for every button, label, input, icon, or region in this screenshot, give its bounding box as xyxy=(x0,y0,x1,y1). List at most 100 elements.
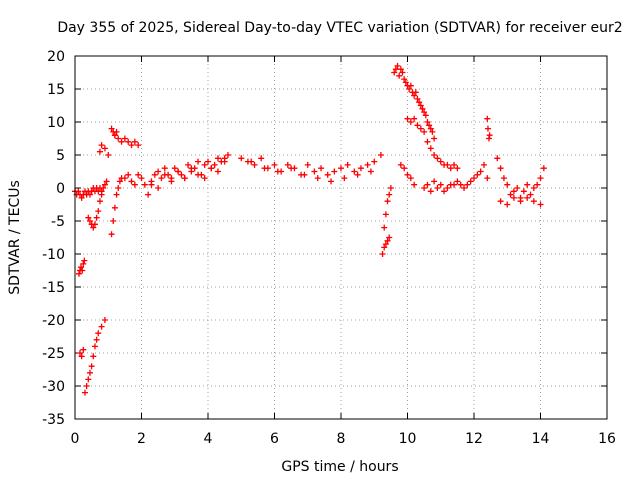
data-point xyxy=(95,330,102,337)
data-point xyxy=(371,158,378,165)
data-point xyxy=(131,138,138,145)
y-tick-label: -10 xyxy=(42,247,65,263)
data-point xyxy=(407,175,414,182)
data-point xyxy=(406,86,413,92)
data-point xyxy=(115,135,122,142)
data-point xyxy=(527,191,534,198)
data-point xyxy=(416,99,423,106)
data-point xyxy=(98,323,105,330)
data-point xyxy=(88,363,95,370)
data-point xyxy=(411,92,418,99)
data-point xyxy=(537,175,544,182)
data-point xyxy=(384,198,391,205)
data-point xyxy=(424,138,431,145)
data-point xyxy=(81,389,88,396)
data-point xyxy=(86,369,93,376)
data-point xyxy=(461,185,468,191)
y-tick-label: 15 xyxy=(47,82,65,98)
data-point xyxy=(431,152,438,158)
data-point xyxy=(128,142,135,149)
data-point xyxy=(454,165,461,172)
data-point xyxy=(125,138,132,145)
data-point xyxy=(402,79,409,86)
data-point xyxy=(318,165,325,172)
y-tick-label: -20 xyxy=(42,313,65,329)
data-point xyxy=(91,221,98,228)
y-axis-label: SDTVAR / TECUs xyxy=(7,180,23,295)
data-point xyxy=(98,191,105,198)
data-point xyxy=(91,343,98,350)
data-point xyxy=(101,181,108,188)
data-point xyxy=(175,168,182,175)
x-tick-label: 12 xyxy=(465,431,483,447)
data-point xyxy=(195,171,202,178)
data-point xyxy=(484,175,491,182)
data-point xyxy=(113,128,120,135)
data-point xyxy=(128,178,135,185)
data-point xyxy=(467,178,474,185)
data-point xyxy=(125,171,132,178)
data-point xyxy=(422,112,429,119)
x-tick-label: 14 xyxy=(532,431,550,447)
data-point xyxy=(155,168,162,175)
data-point xyxy=(381,224,388,231)
data-point xyxy=(311,168,318,175)
data-point xyxy=(397,66,404,73)
y-tick-label: -15 xyxy=(42,280,65,296)
data-point xyxy=(414,122,421,129)
x-tick-label: 2 xyxy=(137,431,146,447)
data-point xyxy=(464,181,471,188)
data-point xyxy=(274,168,281,175)
grid-lines xyxy=(75,56,607,419)
data-point xyxy=(417,125,424,132)
data-point xyxy=(441,188,448,195)
data-point xyxy=(141,181,148,188)
data-point xyxy=(419,105,426,112)
data-point xyxy=(188,165,195,172)
y-tick-labels: 20 15 10 5 0 -5 -10 -15 -20 -25 -30 -35 xyxy=(42,49,65,428)
data-point xyxy=(421,109,428,116)
data-point xyxy=(118,138,125,145)
data-point xyxy=(401,76,408,83)
data-point xyxy=(404,171,411,178)
data-point xyxy=(161,165,168,172)
data-point xyxy=(158,175,165,182)
data-point xyxy=(105,152,112,158)
data-point xyxy=(331,168,338,175)
data-point xyxy=(427,145,434,152)
data-point xyxy=(421,128,428,135)
data-point xyxy=(121,135,128,142)
data-point xyxy=(427,125,434,132)
data-point xyxy=(86,191,93,198)
data-point xyxy=(168,178,175,185)
data-point xyxy=(351,168,358,175)
data-point xyxy=(78,194,85,201)
data-point xyxy=(357,165,364,172)
data-point xyxy=(424,181,431,188)
data-point xyxy=(394,62,401,69)
data-point xyxy=(75,270,82,277)
data-point xyxy=(510,194,517,201)
data-point xyxy=(510,188,517,195)
data-point xyxy=(364,161,371,168)
data-point xyxy=(80,346,87,353)
data-point xyxy=(530,185,537,191)
data-point xyxy=(434,185,441,191)
data-point xyxy=(471,175,477,182)
data-point xyxy=(341,175,348,182)
data-point xyxy=(344,161,351,168)
y-tick-label: -30 xyxy=(42,379,65,395)
data-point xyxy=(399,69,406,76)
data-point xyxy=(145,191,152,198)
data-point xyxy=(421,185,428,191)
data-point xyxy=(391,69,398,76)
data-point xyxy=(485,135,492,142)
data-point xyxy=(384,237,391,244)
x-tick-label: 6 xyxy=(270,431,279,447)
data-point xyxy=(85,376,92,383)
data-point xyxy=(444,161,451,168)
data-point xyxy=(486,132,493,139)
data-point xyxy=(178,171,185,178)
data-point xyxy=(411,115,418,122)
